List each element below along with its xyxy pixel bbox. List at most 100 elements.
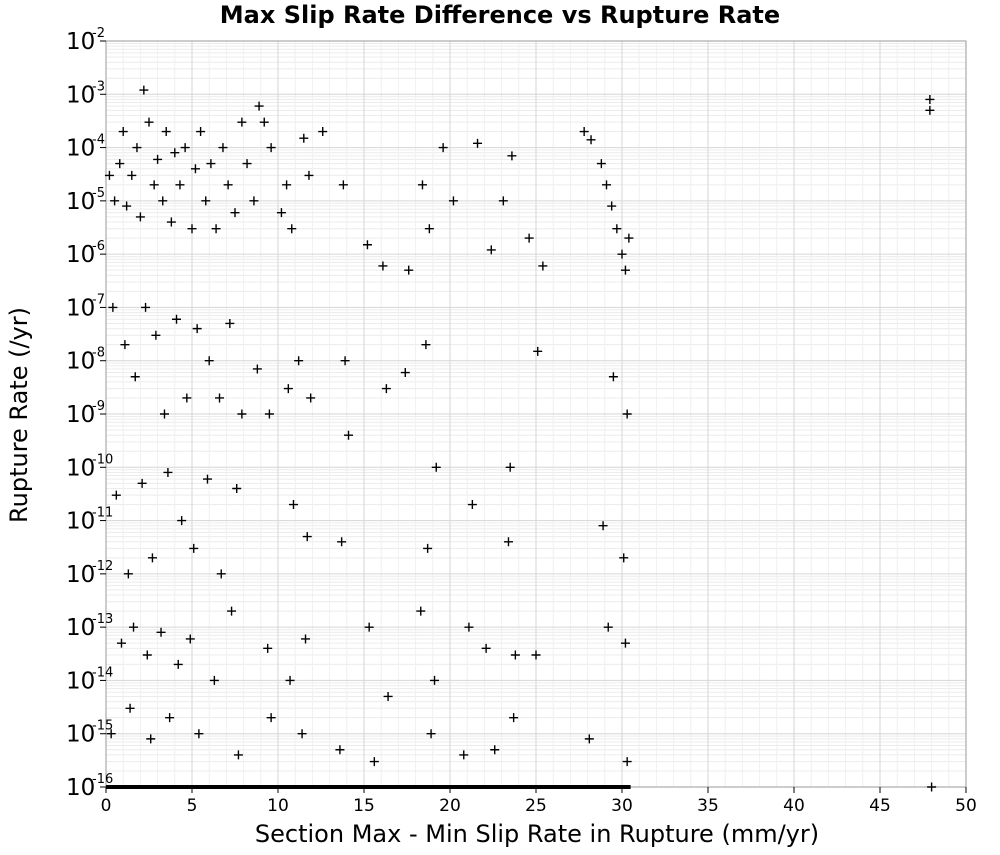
data-point [142, 650, 152, 660]
data-point [127, 170, 137, 180]
y-tick-label: 10 [66, 509, 95, 535]
y-tick-exponent: -10 [92, 452, 113, 467]
y-tick-label: 10 [66, 242, 95, 268]
data-point [579, 127, 589, 137]
data-point [223, 180, 233, 190]
data-point [620, 638, 630, 648]
data-point [147, 553, 157, 563]
y-tick-label: 10 [66, 136, 95, 162]
x-tick-label: 45 [869, 796, 891, 816]
data-point [180, 143, 190, 153]
data-point [490, 745, 500, 755]
data-point [507, 151, 517, 161]
data-point [227, 606, 237, 616]
data-point [381, 384, 391, 394]
data-point [242, 159, 252, 169]
x-tick-label: 5 [187, 796, 198, 816]
x-axis-ticks: 0 5 10 15 20 25 30 35 40 45 50 [101, 787, 977, 816]
data-point [137, 478, 147, 488]
data-point [925, 105, 935, 115]
data-point [400, 368, 410, 378]
data-point [294, 356, 304, 366]
x-tick-label: 15 [353, 796, 375, 816]
data-point [204, 356, 214, 366]
y-tick-label: 10 [66, 668, 95, 694]
y-tick-exponent: -12 [92, 559, 113, 574]
data-point [619, 553, 629, 563]
data-point [533, 346, 543, 356]
data-point [318, 127, 328, 137]
x-tick-label: 20 [439, 796, 461, 816]
y-tick-exponent: -6 [92, 239, 105, 254]
data-point [211, 224, 221, 234]
data-point [182, 393, 192, 403]
data-point [464, 622, 474, 632]
data-point [596, 159, 606, 169]
data-point [622, 757, 632, 767]
x-tick-label: 40 [783, 796, 805, 816]
data-point [202, 474, 212, 484]
data-point [149, 180, 159, 190]
data-point [123, 569, 133, 579]
y-tick-label: 10 [66, 722, 95, 748]
data-point [603, 622, 613, 632]
data-point [584, 734, 594, 744]
data-point [607, 201, 617, 211]
data-point [510, 650, 520, 660]
data-point [438, 143, 448, 153]
y-tick-exponent: -7 [92, 292, 105, 307]
data-point [505, 462, 515, 472]
data-point [344, 430, 354, 440]
data-point [190, 164, 200, 174]
data-point [129, 622, 139, 632]
data-point [421, 340, 431, 350]
data-point [215, 393, 225, 403]
data-point [340, 356, 350, 366]
chart-title: Max Slip Rate Difference vs Rupture Rate [220, 1, 780, 29]
data-point [254, 101, 264, 111]
y-tick-label: 10 [66, 775, 95, 801]
data-point [216, 569, 226, 579]
data-point [120, 340, 130, 350]
data-point [302, 532, 312, 542]
data-point [598, 521, 608, 531]
data-point [237, 409, 247, 419]
y-tick-label: 10 [66, 295, 95, 321]
data-point [602, 180, 612, 190]
data-point [304, 170, 314, 180]
data-point [106, 729, 116, 739]
data-point [459, 750, 469, 760]
data-point [122, 201, 132, 211]
data-point [161, 127, 171, 137]
data-point [159, 409, 169, 419]
data-point [486, 245, 496, 255]
data-point [175, 180, 185, 190]
y-axis-label: Rupture Rate (/yr) [5, 307, 33, 523]
x-tick-label: 0 [101, 796, 112, 816]
data-point [170, 148, 180, 158]
data-point [509, 713, 519, 723]
data-point [196, 127, 206, 137]
x-tick-label: 30 [611, 796, 633, 816]
data-point [233, 750, 243, 760]
data-point [430, 675, 440, 685]
y-tick-exponent: -11 [92, 506, 113, 521]
data-point [252, 364, 262, 374]
data-point [125, 703, 135, 713]
data-point [424, 224, 434, 234]
data-point [285, 675, 295, 685]
x-tick-label: 50 [955, 796, 977, 816]
data-point [237, 117, 247, 127]
data-point [283, 384, 293, 394]
data-point [130, 372, 140, 382]
data-point [362, 240, 372, 250]
data-point [108, 302, 118, 312]
data-point [187, 224, 197, 234]
data-point [230, 208, 240, 218]
data-point [201, 196, 211, 206]
data-point [266, 713, 276, 723]
y-tick-label: 10 [66, 562, 95, 588]
x-axis-label: Section Max - Min Slip Rate in Rupture (… [255, 820, 819, 848]
